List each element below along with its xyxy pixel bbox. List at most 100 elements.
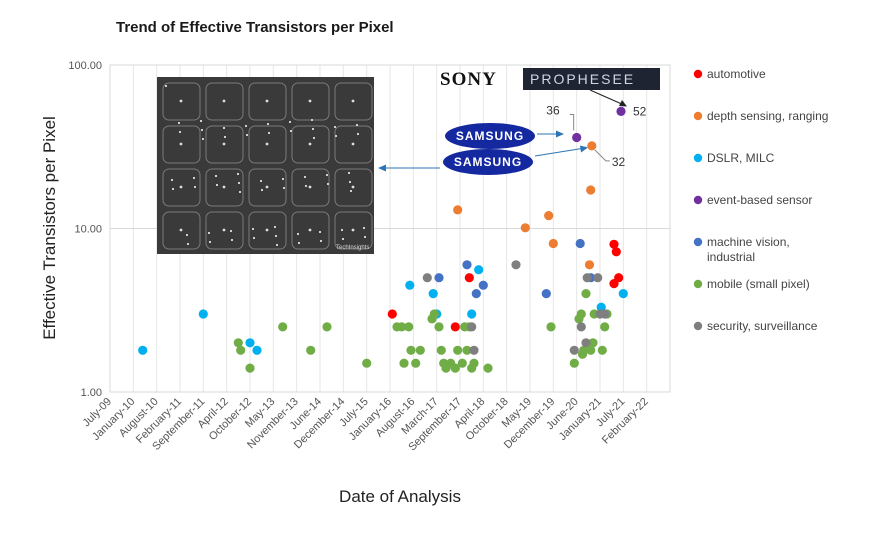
- point-automotive: [387, 309, 397, 319]
- die-speck: [165, 85, 167, 87]
- die-cell: [205, 125, 244, 164]
- die-speck: [335, 135, 337, 137]
- annotation-label: 32: [612, 155, 626, 169]
- die-speck: [348, 172, 350, 174]
- annotation-label: 36: [546, 104, 560, 118]
- point-mobile: [233, 338, 243, 348]
- point-machine: [575, 238, 585, 249]
- die-speck: [260, 180, 262, 182]
- point-mobile: [586, 345, 596, 355]
- inset-arrow-head: [378, 164, 386, 172]
- die-speck: [179, 131, 181, 133]
- die-cell: [162, 211, 201, 250]
- prophesee-logo: PROPHESEE: [530, 71, 635, 87]
- point-event: [616, 106, 626, 116]
- point-mobile: [411, 358, 421, 368]
- die-pattern: [162, 82, 373, 250]
- point-security: [593, 273, 603, 283]
- point-mobile: [362, 358, 372, 368]
- point-security: [467, 322, 477, 332]
- legend-label-security: security, surveillance: [707, 319, 818, 333]
- die-speck: [193, 177, 195, 179]
- annotation-label: 52: [633, 104, 647, 118]
- point-automotive: [450, 322, 460, 332]
- die-speck: [239, 191, 241, 193]
- die-cell: [205, 168, 244, 207]
- point-dslr: [596, 302, 606, 312]
- point-mobile: [588, 338, 598, 348]
- point-event: [572, 132, 582, 143]
- point-dslr: [467, 309, 477, 319]
- legend-marker-machine: [693, 237, 703, 247]
- die-speck: [261, 189, 263, 191]
- y-axis-title: Effective Transistors per Pixel: [40, 116, 59, 340]
- die-speck: [283, 187, 285, 189]
- die-speck: [282, 178, 284, 180]
- point-mobile: [483, 363, 493, 373]
- die-speck: [186, 234, 188, 236]
- point-depth: [587, 141, 597, 151]
- die-cell: [162, 82, 201, 121]
- point-mobile: [397, 322, 407, 332]
- die-speck: [364, 236, 366, 238]
- annotation-leader: [594, 149, 610, 162]
- point-mobile: [546, 322, 556, 332]
- die-speck: [289, 121, 291, 123]
- point-mobile: [436, 345, 446, 355]
- point-automotive: [609, 239, 619, 249]
- prophesee-arrow: [589, 89, 625, 106]
- point-mobile: [306, 345, 316, 355]
- die-cell: [205, 211, 244, 250]
- die-speck: [223, 127, 225, 129]
- point-machine: [471, 289, 481, 299]
- point-mobile: [404, 322, 414, 332]
- die-speck: [341, 229, 343, 231]
- die-speck: [216, 184, 218, 186]
- die-contact: [179, 99, 183, 103]
- point-depth: [586, 185, 596, 195]
- die-speck: [238, 182, 240, 184]
- annotations: 36 32 52: [546, 104, 646, 169]
- svg-text:SAMSUNG: SAMSUNG: [456, 129, 524, 143]
- die-speck: [342, 238, 344, 240]
- point-security: [469, 345, 479, 355]
- point-mobile: [429, 309, 439, 319]
- x-axis-ticks: July-09January-10August-10February-11Sep…: [81, 396, 651, 454]
- legend-marker-security: [693, 321, 703, 331]
- point-dslr: [245, 338, 255, 348]
- die-contact: [179, 185, 183, 189]
- point-mobile: [576, 309, 586, 319]
- die-speck: [326, 174, 328, 176]
- point-mobile: [236, 345, 246, 355]
- die-speck: [200, 120, 202, 122]
- die-cell: [248, 125, 287, 164]
- point-security: [582, 273, 592, 283]
- annotation-leader: [569, 114, 575, 131]
- die-contact: [308, 142, 312, 146]
- die-speck: [356, 124, 358, 126]
- die-speck: [209, 241, 211, 243]
- die-speck: [349, 181, 351, 183]
- point-security: [600, 309, 610, 319]
- point-mobile: [577, 349, 588, 359]
- point-mobile: [322, 322, 332, 332]
- die-speck: [194, 186, 196, 188]
- legend-label-machine: machine vision,: [707, 235, 790, 249]
- point-mobile: [406, 345, 416, 355]
- die-speck: [172, 188, 174, 190]
- die-speck: [312, 128, 314, 130]
- die-speck: [304, 176, 306, 178]
- svg-text:SAMSUNG: SAMSUNG: [454, 155, 522, 169]
- die-contact: [222, 142, 226, 146]
- die-cell: [248, 211, 287, 250]
- die-contact: [222, 228, 226, 232]
- die-speck: [276, 244, 278, 246]
- die-speck: [224, 136, 226, 138]
- die-speck: [298, 242, 300, 244]
- die-contact: [265, 99, 269, 103]
- die-speck: [230, 230, 232, 232]
- die-speck: [215, 175, 217, 177]
- die-cell: [291, 82, 330, 121]
- die-speck: [313, 137, 315, 139]
- die-cell: [291, 211, 330, 250]
